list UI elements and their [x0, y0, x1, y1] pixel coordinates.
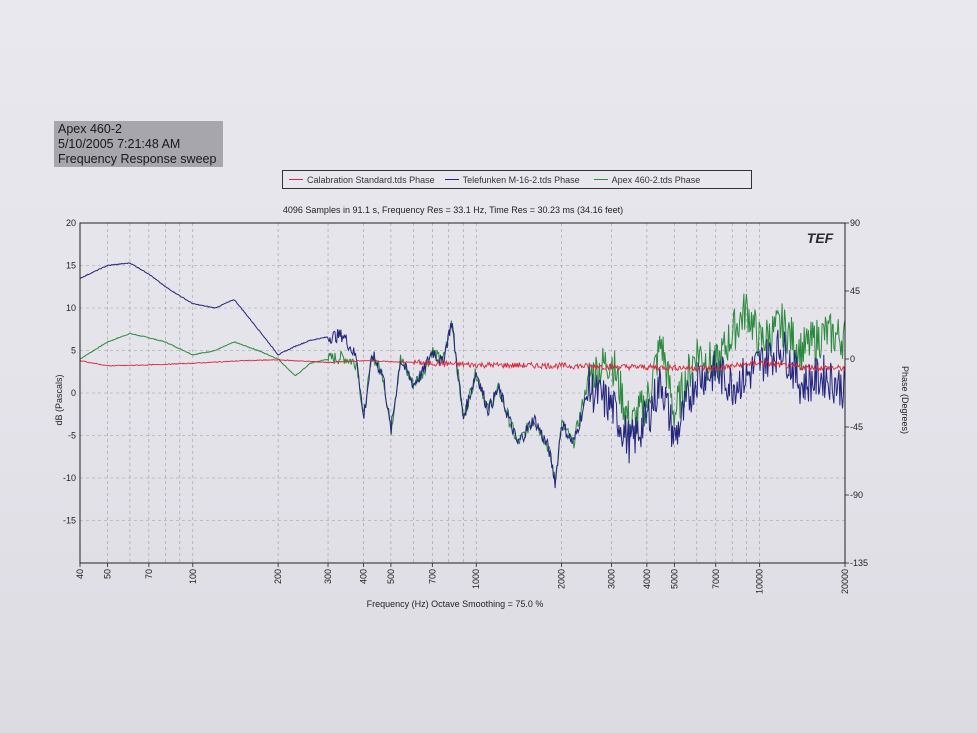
x-axis-label: Frequency (Hz) Octave Smoothing = 75.0 %	[367, 599, 544, 609]
y2-tick-label: -45	[850, 422, 863, 432]
x-tick-label: 200	[273, 569, 283, 584]
y2-tick-label: 0	[850, 354, 855, 364]
x-tick-label: 400	[358, 569, 368, 584]
info-box: Apex 460-2 5/10/2005 7:21:48 AM Frequenc…	[54, 121, 223, 167]
y-tick-label: 20	[66, 218, 76, 228]
x-tick-label: 20000	[840, 569, 850, 594]
y2-tick-label: 45	[850, 286, 860, 296]
legend-swatch-telefunken	[444, 179, 459, 180]
x-tick-label: 50	[102, 569, 112, 579]
y-tick-label: -15	[63, 516, 76, 526]
x-tick-label: 700	[427, 569, 437, 584]
grid-layer	[79, 222, 846, 563]
x-tick-label: 3000	[606, 569, 616, 589]
legend-entry-calibration: Calabration Standard.tds Phase	[289, 175, 435, 185]
plot-frame	[79, 222, 846, 564]
x-tick-label: 2000	[557, 569, 567, 589]
x-tick-label: 100	[188, 569, 198, 584]
y-tick-label: 5	[71, 346, 76, 356]
series-layer	[79, 262, 846, 489]
tick-layer: 40 50 70 100 200 300 400 500 700 1000 2000 3000 4000…	[63, 218, 868, 594]
legend-label-apex: Apex 460-2.tds Phase	[611, 174, 701, 185]
series-line-calibration	[79, 358, 846, 373]
y-tick-label: 0	[71, 388, 76, 398]
y-tick-label: -10	[63, 473, 76, 483]
y-axis-label: dB (Pascals)	[54, 374, 64, 425]
legend-swatch-calibration	[289, 179, 303, 180]
y-tick-label: -5	[68, 431, 76, 441]
y2-tick-label: -90	[850, 490, 863, 500]
tef-logo-text: TEF	[807, 230, 834, 246]
x-tick-label: 1000	[471, 569, 481, 589]
legend-entry-apex: Apex 460-2.tds Phase	[593, 174, 701, 185]
info-device-name: Apex 460-2	[58, 122, 122, 136]
x-tick-label: 300	[323, 569, 333, 584]
legend-swatch-apex	[593, 179, 608, 180]
legend-label-calibration: Calabration Standard.tds Phase	[307, 174, 435, 185]
x-tick-label: 5000	[669, 569, 679, 589]
x-tick-label: 4000	[642, 569, 652, 589]
info-measurement-type: Frequency Response sweep	[58, 152, 217, 166]
series-line-telefunken	[79, 262, 846, 489]
x-tick-label: 40	[75, 569, 85, 579]
y-tick-label: 15	[66, 261, 76, 271]
x-tick-label: 7000	[711, 569, 721, 589]
series-line-apex	[79, 293, 846, 482]
x-tick-label: 500	[386, 569, 396, 584]
x-tick-label: 10000	[755, 569, 765, 594]
y2-axis-label: Phase (Degrees)	[900, 366, 910, 434]
x-tick-label: 70	[144, 569, 154, 579]
y-tick-label: 10	[66, 303, 76, 313]
legend-label-telefunken: Telefunken M-16-2.tds Phase	[462, 174, 580, 185]
y2-tick-label: 90	[850, 218, 860, 228]
chart-title: 4096 Samples in 91.1 s, Frequency Res = …	[283, 205, 623, 215]
info-timestamp: 5/10/2005 7:21:48 AM	[58, 137, 181, 151]
y2-tick-label: -135	[850, 558, 868, 568]
legend: Calabration Standard.tds Phase Telefunke…	[282, 170, 752, 189]
legend-entry-telefunken: Telefunken M-16-2.tds Phase	[444, 174, 580, 185]
